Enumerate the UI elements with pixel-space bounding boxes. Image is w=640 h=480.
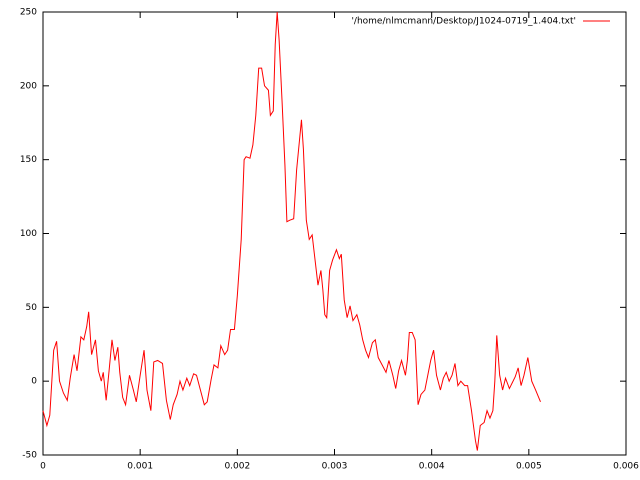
y-tick-label: 50 [26, 303, 38, 313]
y-tick-label: -50 [22, 451, 37, 461]
y-tick-label: 0 [31, 377, 37, 387]
y-tick-label: 100 [20, 229, 37, 239]
x-tick-label: 0 [40, 462, 46, 472]
x-tick-label: 0.004 [419, 462, 445, 472]
plot-frame [42, 11, 627, 456]
y-tick-label: 200 [20, 81, 37, 91]
y-tick-label: 150 [20, 155, 37, 165]
legend-label: '/home/nlmcmann/Desktop/J1024-0719_1.404… [351, 17, 576, 27]
x-tick-label: 0.006 [613, 462, 639, 472]
data-line [42, 11, 541, 451]
x-tick-label: 0.001 [127, 462, 153, 472]
x-tick-label: 0.005 [516, 462, 542, 472]
x-tick-label: 0.002 [224, 462, 250, 472]
x-tick-label: 0.003 [322, 462, 348, 472]
y-tick-label: 250 [20, 8, 37, 18]
